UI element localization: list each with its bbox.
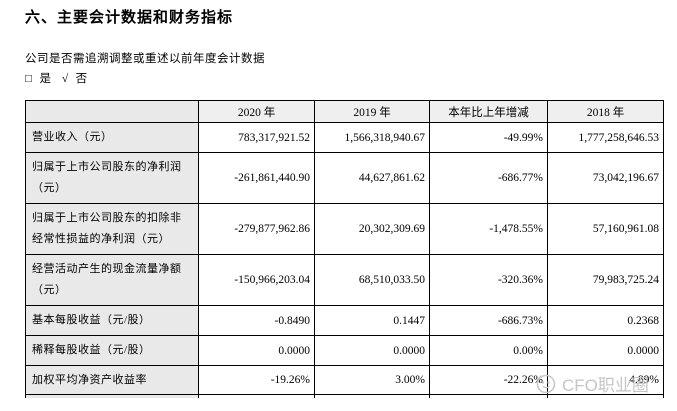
cell-value: 0.0000: [314, 335, 430, 366]
row-label: 加权平均净资产收益率: [25, 365, 199, 395]
row-label: 归属于上市公司股东的净利润（元）: [25, 152, 199, 204]
table-row: 经营活动产生的现金流量净额（元） -150,966,203.04 68,510,…: [25, 254, 664, 306]
cell-value: -150,966,203.04: [198, 254, 315, 306]
cell-value: -686.77%: [429, 152, 548, 204]
cell-value: 783,317,921.52: [198, 122, 315, 153]
financial-indicators-table: 2020 年 2019 年 本年比上年增减 2018 年 营业收入（元） 783…: [25, 100, 664, 398]
cell-value: -49.99%: [429, 122, 548, 153]
watermark-text: CFO职业圈: [562, 376, 649, 395]
cell-value: 73,042,196.67: [547, 152, 664, 204]
cell-value: -19.26%: [198, 365, 315, 395]
cell-value: 0.00%: [429, 335, 548, 366]
cfo-mascot-icon: [536, 374, 556, 393]
cell-value: 0.0000: [198, 335, 315, 366]
cell-value: -1,478.55%: [429, 203, 548, 255]
table-row: 营业收入（元） 783,317,921.52 1,566,318,940.67 …: [25, 122, 664, 153]
cell-value: 20,302,309.69: [314, 203, 430, 255]
table-row: 稀释每股收益（元/股） 0.0000 0.0000 0.00% 0.0000: [25, 335, 664, 366]
row-label: 营业收入（元）: [25, 122, 199, 153]
table-row: 归属于上市公司股东的净利润（元） -261,861,440.90 44,627,…: [25, 152, 664, 204]
section-title: 六、主要会计数据和财务指标: [25, 9, 234, 26]
cell-value: 1,777,258,646.53: [547, 122, 664, 153]
cell-value: -0.8490: [198, 305, 315, 336]
cell-value: 0.2368: [547, 305, 664, 336]
row-label: 经营活动产生的现金流量净额（元）: [25, 254, 199, 306]
cell-value: -261,861,440.90: [198, 152, 315, 204]
table-header-row: 2020 年 2019 年 本年比上年增减 2018 年: [25, 100, 664, 123]
cell-value: 0.0000: [547, 335, 664, 366]
header-2018: 2018 年: [547, 100, 664, 123]
cell-value: 4.89%: [547, 365, 664, 395]
cell-value: 3.00%: [314, 365, 430, 395]
restatement-answer: □ 是 √ 否: [25, 70, 95, 86]
row-label: 归属于上市公司股东的扣除非经常性损益的净利润（元）: [25, 203, 199, 255]
table-row: 加权平均净资产收益率 -19.26% 3.00% -22.26% 4.89%: [25, 365, 664, 395]
checkbox-unchecked-icon: □: [25, 73, 33, 85]
cell-value: 79,983,725.24: [547, 254, 664, 306]
table-row: 归属于上市公司股东的扣除非经常性损益的净利润（元） -279,877,962.8…: [25, 203, 664, 255]
cell-value: 44,627,861.62: [314, 152, 430, 204]
yes-label: 是: [39, 73, 52, 85]
row-label: 稀释每股收益（元/股）: [25, 335, 199, 366]
header-indicator: [25, 100, 199, 123]
header-yoy-change: 本年比上年增减: [429, 100, 548, 123]
no-label: 否: [75, 73, 88, 85]
cell-value: -320.36%: [429, 254, 548, 306]
restatement-question: 公司是否需追溯调整或重述以前年度会计数据: [25, 53, 265, 65]
cell-value: -22.26%: [429, 365, 548, 395]
watermark: CFO职业圈: [535, 371, 649, 396]
cell-value: 57,160,961.08: [547, 203, 664, 255]
header-2020: 2020 年: [198, 100, 315, 123]
cell-value: -279,877,962.86: [198, 203, 315, 255]
check-icon: √: [61, 73, 69, 85]
cell-value: 68,510,033.50: [314, 254, 430, 306]
table-row: 基本每股收益（元/股） -0.8490 0.1447 -686.73% 0.23…: [25, 305, 664, 336]
cell-value: -686.73%: [429, 305, 548, 336]
cell-value: 0.1447: [314, 305, 430, 336]
table-row-cutoff: [25, 394, 664, 398]
header-2019: 2019 年: [314, 100, 430, 123]
cell-value: 1,566,318,940.67: [314, 122, 430, 153]
row-label: 基本每股收益（元/股）: [25, 305, 199, 336]
